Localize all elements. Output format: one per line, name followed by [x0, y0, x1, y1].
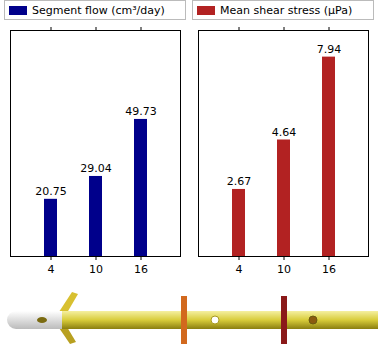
svg-text:7.94: 7.94	[317, 43, 342, 56]
svg-text:4: 4	[48, 263, 55, 276]
svg-text:16: 16	[322, 263, 336, 276]
html-text:Segment flow (cm³/day): Segment flow (cm³/day)	[32, 3, 165, 17]
html-text:Mean shear stress (μPa): Mean shear stress (μPa)	[220, 3, 353, 17]
svg-text:4: 4	[236, 263, 243, 276]
svg-text:2.67: 2.67	[227, 175, 252, 188]
svg-text:4.64: 4.64	[272, 126, 297, 139]
svg-text:10: 10	[89, 263, 103, 276]
svg-text:10: 10	[277, 263, 291, 276]
svg-text:29.04: 29.04	[80, 162, 112, 175]
svg-text:49.73: 49.73	[125, 105, 157, 118]
svg-text:20.75: 20.75	[35, 185, 67, 198]
svg-text:16: 16	[134, 263, 148, 276]
